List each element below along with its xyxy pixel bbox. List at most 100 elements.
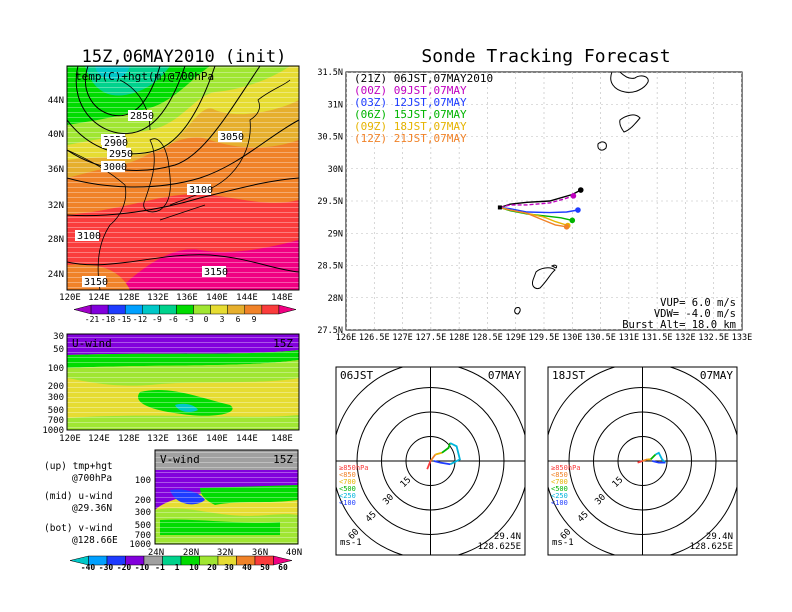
v-wind-lat-ticks: 24N 28N 32N 36N 40N: [148, 548, 302, 558]
pressure-level-label: ≥850hPa: [339, 464, 369, 472]
hodograph-date: 07MAY: [700, 369, 733, 382]
lon-tick: 132E: [675, 333, 695, 343]
lat-tick: 28N: [328, 294, 343, 304]
colorbar-label: -15: [117, 315, 132, 324]
hodograph-unit: ms-1: [340, 538, 362, 548]
lon-tick: 140E: [206, 434, 228, 444]
hodograph-segment: [655, 451, 667, 464]
contour-label: 3000: [103, 162, 127, 173]
hodograph-unit: ms-1: [552, 538, 574, 548]
lon-tick: 124E: [88, 293, 110, 303]
contour-label: 3050: [220, 132, 244, 143]
colorbar-label: 20: [207, 563, 217, 572]
track-lines: [497, 187, 584, 230]
forecast-label: (03Z) 12JST,07MAY: [354, 96, 467, 109]
colorbar-label: -18: [101, 315, 116, 324]
lon-tick: 144E: [236, 293, 258, 303]
colorbar-swatch: [261, 304, 280, 315]
p-tick: 200: [48, 382, 64, 392]
contour-label: 3150: [204, 267, 228, 278]
lon-tick: 131E: [619, 333, 639, 343]
lon-tick: 144E: [236, 434, 258, 444]
colorbar-swatch: [159, 304, 177, 315]
colorbar-label: -1: [155, 563, 165, 572]
v-wind-p-ticks: 100 200 300 500 700 1000: [129, 476, 151, 550]
hodograph-segment: [652, 460, 666, 464]
colorbar-label: 0: [204, 315, 209, 324]
wind-colorbar-labels: -40 -30 -20 -10 -1 1 10 20 30 40 50 60: [81, 563, 288, 572]
legend-head: (mid) u-wind: [44, 491, 113, 502]
lon-tick: 133E: [732, 333, 752, 343]
hodograph-time: 06JST: [340, 369, 373, 382]
colorbar-label: -10: [135, 563, 150, 572]
track-line: [499, 195, 574, 209]
temp-colorbar-labels: -21 -18 -15 -12 -9 -6 -3 0 3 6 9: [85, 315, 257, 324]
lat-tick: 40N: [48, 130, 64, 140]
lat-tick: 24N: [48, 270, 64, 280]
lat-tick: 32N: [217, 548, 233, 558]
contour-label: 2950: [109, 149, 133, 160]
p-tick: 1000: [42, 426, 64, 436]
hodograph-segment: [435, 451, 443, 456]
colorbar-label: 10: [189, 563, 199, 572]
colorbar-swatch: [176, 304, 194, 315]
forecast-label: (12Z) 21JST,07MAY: [354, 132, 467, 145]
p-tick: 1000: [129, 540, 151, 550]
map-label: temp(C)+hgt(m)@700hPa: [75, 70, 214, 83]
lat-tick: 31.5N: [317, 68, 343, 78]
v-wind-panel: V-wind 15Z 100 200 300 500 700 1000 24N …: [129, 449, 302, 558]
p-tick: 700: [135, 531, 151, 541]
lon-tick: 129E: [505, 333, 525, 343]
p-tick: 100: [135, 476, 151, 486]
lat-tick: 28.5N: [317, 262, 343, 272]
track-grid: [346, 72, 742, 330]
u-wind-title: U-wind: [72, 337, 112, 350]
lon-tick: 131.5E: [642, 333, 673, 343]
colorbar-label: 3: [220, 315, 225, 324]
map-lat-ticks: 44N 40N 36N 32N 28N 24N: [48, 96, 64, 280]
contour-label-group: 2900 2950 3000 3050 3100 3100 3150 3150: [75, 131, 244, 288]
colorbar-label: -3: [184, 315, 194, 324]
pressure-level-label: <500: [339, 485, 356, 493]
lat-tick: 32N: [48, 201, 64, 211]
lat-tick: 44N: [48, 96, 64, 106]
colorbar-swatch: [90, 304, 109, 315]
track-coastline: [514, 72, 649, 315]
lon-tick: 128E: [118, 434, 140, 444]
pressure-level-label: <700: [339, 478, 356, 486]
lon-tick: 140E: [206, 293, 228, 303]
colorbar-label: 30: [224, 563, 234, 572]
p-tick: 30: [53, 332, 64, 342]
colorbar-swatch: [124, 304, 143, 315]
legend-sub: @29.36N: [72, 503, 112, 514]
lat-tick: 29.5N: [317, 197, 343, 207]
lon-tick: 120E: [59, 434, 81, 444]
track-line: [499, 206, 579, 214]
vdw-label: VDW= -4.0 m/s: [654, 308, 736, 320]
lon-tick: 126.5E: [359, 333, 390, 343]
pressure-level-label: ≥850hPa: [551, 464, 581, 472]
lat-tick: 28N: [48, 235, 64, 245]
lat-tick: 30N: [328, 165, 343, 175]
lat-tick: 24N: [148, 548, 164, 558]
hodograph-date: 07MAY: [488, 369, 521, 382]
track-endpoint: [570, 193, 577, 199]
lon-tick: 130E: [562, 333, 582, 343]
pressure-level-label: <100: [551, 499, 568, 507]
track-endpoint: [577, 187, 584, 193]
temp-map: [67, 66, 299, 290]
speed-ring: [356, 387, 505, 535]
forecast-label: (21Z) 06JST,07MAY2010: [354, 72, 493, 85]
colorbar-swatch: [142, 304, 160, 315]
legend-sub: @700hPa: [72, 473, 112, 484]
lat-tick: 36N: [252, 548, 268, 558]
lon-tick: 127E: [392, 333, 412, 343]
hodograph-lat: 29.4N: [706, 532, 733, 542]
u-wind-p-ticks: 30 50 100 200 300 500 700 1000: [42, 332, 64, 436]
colorbar-label: 6: [236, 315, 241, 324]
colorbar-label: 60: [278, 563, 288, 572]
lon-tick: 128.5E: [472, 333, 503, 343]
contour-label: 2850: [130, 111, 154, 122]
